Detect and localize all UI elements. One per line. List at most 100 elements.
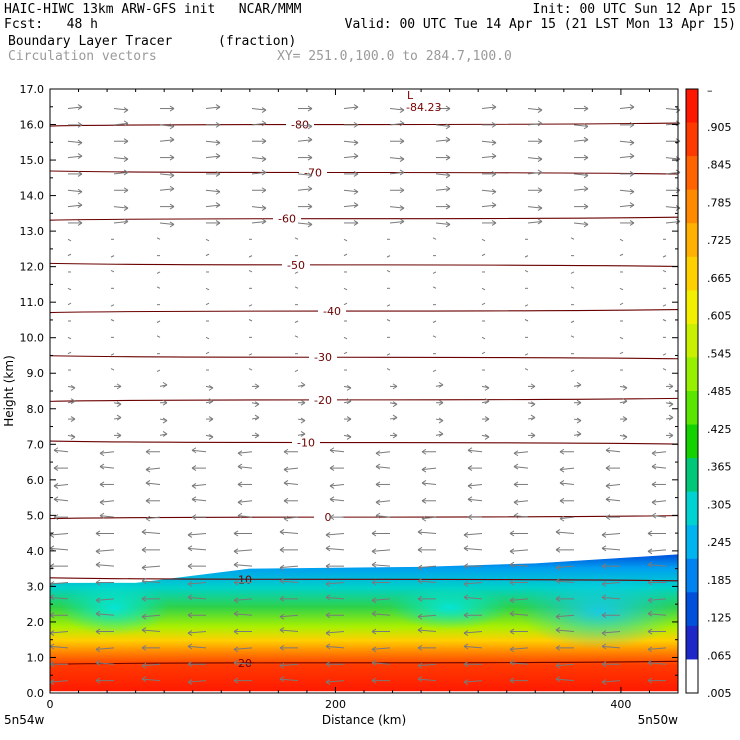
circulation-vector xyxy=(417,580,437,584)
circulation-vector xyxy=(481,287,486,291)
circulation-vector-head xyxy=(555,676,561,682)
colorbar-swatch xyxy=(686,625,698,660)
circulation-vector-head xyxy=(605,514,611,521)
circulation-vector xyxy=(601,582,621,585)
circulation-vector-head xyxy=(70,384,76,391)
circulation-vector xyxy=(99,500,115,503)
circulation-vector-head xyxy=(668,432,674,439)
circulation-vector-head xyxy=(141,546,147,553)
circulation-vector-head xyxy=(513,481,519,488)
colorbar-label: .905 xyxy=(707,121,732,134)
circulation-vector-head xyxy=(417,676,423,682)
circulation-vector xyxy=(481,204,497,208)
circulation-vector xyxy=(524,353,529,356)
colorbar-label: – xyxy=(707,84,713,97)
circulation-vector-head xyxy=(353,202,359,209)
circulation-vector-head xyxy=(53,483,59,489)
circulation-vector xyxy=(279,565,299,569)
temperature-contour xyxy=(49,262,679,267)
circulation-vector-head xyxy=(208,416,214,422)
circulation-vector-head xyxy=(647,659,653,666)
circulation-vector xyxy=(156,369,161,372)
circulation-vector-head xyxy=(191,496,197,503)
circulation-vector-head xyxy=(463,594,469,601)
circulation-vector xyxy=(141,663,161,667)
circulation-vector xyxy=(481,336,486,340)
circulation-vector-head xyxy=(445,172,451,179)
circulation-vector-head xyxy=(583,221,589,228)
colorbar-label: .605 xyxy=(707,310,732,323)
circulation-vector-head xyxy=(283,466,289,473)
colorbar-label: .845 xyxy=(707,159,732,172)
circulation-vector-head xyxy=(629,121,635,128)
circulation-vector-head xyxy=(647,579,653,586)
circulation-vector xyxy=(205,189,221,193)
circulation-vector-head xyxy=(605,496,611,503)
circulation-vector-head xyxy=(601,612,607,619)
circulation-vector xyxy=(570,271,575,274)
circulation-vector-head xyxy=(463,661,469,668)
circulation-vector-head xyxy=(123,218,129,225)
circulation-vector xyxy=(251,108,267,111)
circulation-vector-head xyxy=(283,448,289,455)
circulation-vector-head xyxy=(300,430,306,437)
circulation-vector xyxy=(141,629,161,633)
circulation-vector-head xyxy=(99,499,105,506)
circulation-vector xyxy=(559,482,575,485)
circulation-vector xyxy=(67,287,72,291)
circulation-vector-head xyxy=(187,630,193,636)
circulation-vector-head xyxy=(283,497,289,504)
circulation-vector-head xyxy=(325,532,331,538)
circulation-vector xyxy=(205,336,210,340)
circulation-vector xyxy=(375,451,391,454)
circulation-vector-head xyxy=(279,644,285,651)
circulation-vector-head xyxy=(145,515,151,522)
circulation-vector xyxy=(389,157,405,160)
circulation-vector-head xyxy=(279,662,285,669)
circulation-vector xyxy=(283,467,299,471)
circulation-vector-head xyxy=(233,597,239,604)
circulation-vector-head xyxy=(583,203,589,210)
circulation-vector-head xyxy=(555,595,561,602)
circulation-vector-head xyxy=(601,563,607,570)
circulation-vector xyxy=(375,500,391,503)
circulation-vector xyxy=(371,598,391,601)
circulation-vector-head xyxy=(233,646,239,653)
circulation-vector xyxy=(205,238,210,242)
circulation-vector xyxy=(67,189,83,193)
contour-label: -70 xyxy=(304,166,322,179)
circulation-vector-head xyxy=(141,662,147,669)
circulation-vector xyxy=(463,532,483,536)
circulation-vector-head xyxy=(77,202,83,209)
circulation-vector xyxy=(279,629,299,633)
circulation-vector xyxy=(294,335,299,338)
temperature-contour xyxy=(49,660,679,665)
circulation-vector xyxy=(432,335,437,338)
circulation-vector-head xyxy=(491,202,497,209)
circulation-vector-head xyxy=(261,120,267,127)
colorbar-swatch xyxy=(686,424,698,459)
circulation-vector-head xyxy=(605,465,611,472)
circulation-vector-head xyxy=(629,153,635,159)
y-tick-label: 15.0 xyxy=(20,154,45,167)
circulation-vector xyxy=(156,286,161,289)
circulation-vector xyxy=(49,532,69,536)
circulation-vector xyxy=(156,320,161,323)
circulation-vector xyxy=(233,598,253,601)
tracer-low-region xyxy=(389,585,510,630)
circulation-vector-head xyxy=(237,450,243,457)
circulation-vector xyxy=(113,157,129,160)
circulation-vector-head xyxy=(162,399,168,406)
circulation-vector xyxy=(343,336,348,340)
circulation-vector-head xyxy=(325,545,331,552)
circulation-vector-head xyxy=(371,579,377,586)
contour-label-bg xyxy=(299,166,327,179)
circulation-vector xyxy=(524,368,529,371)
circulation-vector-head xyxy=(537,218,543,225)
colorbar-swatch xyxy=(686,89,698,124)
circulation-vector-head xyxy=(601,679,607,685)
circulation-vector-head xyxy=(49,679,55,685)
circulation-vector-head xyxy=(399,120,405,127)
circulation-vector-head xyxy=(95,597,101,604)
contour-label-bg xyxy=(314,511,342,524)
